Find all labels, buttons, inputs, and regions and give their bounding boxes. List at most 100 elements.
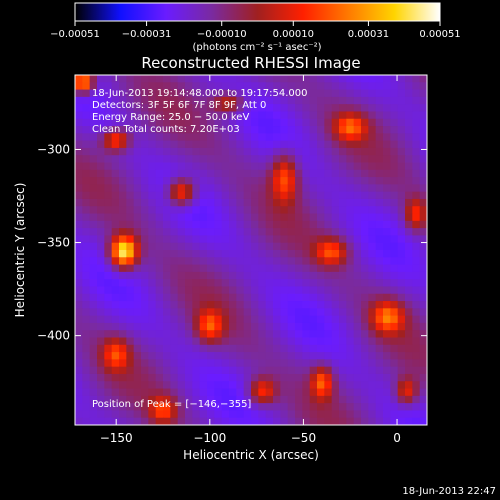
heatmap-cell xyxy=(177,162,186,171)
heatmap-cell xyxy=(419,213,427,222)
heatmap-cell xyxy=(185,271,193,280)
heatmap-cell xyxy=(207,271,215,280)
heatmap-cell xyxy=(346,381,355,390)
heatmap-cell xyxy=(397,213,406,222)
heatmap-cell xyxy=(287,322,296,331)
heatmap-cell xyxy=(419,206,427,215)
heatmap-cell xyxy=(133,373,142,382)
heatmap-cell xyxy=(148,279,157,288)
heatmap-cell xyxy=(141,126,149,134)
heatmap-cell xyxy=(280,89,289,98)
heatmap-cell xyxy=(368,191,377,200)
heatmap-cell xyxy=(155,220,164,229)
heatmap-cell xyxy=(353,250,362,258)
heatmap-cell xyxy=(155,242,164,251)
heatmap-cell xyxy=(317,293,325,302)
heatmap-cell xyxy=(265,286,274,295)
heatmap-cell xyxy=(295,403,303,412)
heatmap-cell xyxy=(111,257,120,266)
heatmap-cell xyxy=(177,118,186,127)
heatmap-cell xyxy=(126,111,135,120)
heatmap-cell xyxy=(104,250,113,258)
heatmap-cell xyxy=(368,271,377,280)
heatmap-cell xyxy=(361,140,369,149)
heatmap-cell xyxy=(287,140,296,149)
heatmap-cell xyxy=(133,198,142,207)
heatmap-cell xyxy=(89,395,98,404)
heatmap-cell xyxy=(317,82,325,91)
heatmap-cell xyxy=(141,228,149,237)
heatmap-cell xyxy=(199,366,208,375)
heatmap-cell xyxy=(383,198,391,207)
heatmap-cell xyxy=(185,162,193,171)
heatmap-cell xyxy=(199,133,208,142)
heatmap-cell xyxy=(331,177,340,185)
heatmap-cell xyxy=(126,220,135,229)
heatmap-cell xyxy=(177,344,186,353)
heatmap-cell xyxy=(317,330,325,339)
heatmap-cell xyxy=(148,111,157,120)
heatmap-cell xyxy=(397,344,406,353)
heatmap-cell xyxy=(361,373,369,382)
heatmap-cell xyxy=(346,417,355,425)
heatmap-cell xyxy=(199,381,208,390)
heatmap-cell xyxy=(331,403,340,412)
heatmap-cell xyxy=(214,322,223,331)
heatmap-cell xyxy=(155,301,164,309)
heatmap-cell xyxy=(104,395,113,404)
heatmap-cell xyxy=(229,111,237,120)
heatmap-cell xyxy=(243,279,252,288)
heatmap-cell xyxy=(265,308,274,317)
heatmap-cell xyxy=(412,82,421,91)
heatmap-cell xyxy=(405,213,413,222)
heatmap-cell xyxy=(170,184,179,193)
heatmap-cell xyxy=(148,301,157,309)
heatmap-cell xyxy=(177,191,186,200)
heatmap-cell xyxy=(207,162,215,171)
heatmap-cell xyxy=(229,337,237,346)
heatmap-cell xyxy=(390,111,399,120)
heatmap-cell xyxy=(170,352,179,360)
heatmap-cell xyxy=(97,359,105,368)
heatmap-cell xyxy=(221,155,230,164)
heatmap-cell xyxy=(295,104,303,113)
heatmap-cell xyxy=(412,140,421,149)
heatmap-cell xyxy=(199,322,208,331)
heatmap-cell xyxy=(199,279,208,288)
heatmap-cell xyxy=(324,352,333,360)
heatmap-cell xyxy=(309,104,318,113)
heatmap-cell xyxy=(214,155,223,164)
heatmap-cell xyxy=(214,352,223,360)
heatmap-cell xyxy=(353,359,362,368)
heatmap-cell xyxy=(163,213,171,222)
heatmap-cell xyxy=(243,118,252,127)
heatmap-cell xyxy=(207,169,215,178)
heatmap-cell xyxy=(273,220,281,229)
heatmap-cell xyxy=(111,366,120,375)
heatmap-cell xyxy=(405,308,413,317)
heatmap-cell xyxy=(126,410,135,419)
heatmap-cell xyxy=(287,264,296,273)
heatmap-cell xyxy=(192,337,201,346)
heatmap-cell xyxy=(302,82,311,91)
heatmap-cell xyxy=(405,89,413,98)
heatmap-cell xyxy=(82,293,91,302)
y-tick-label: −350 xyxy=(37,236,70,250)
heatmap-cell xyxy=(97,315,105,324)
heatmap-cell xyxy=(97,373,105,382)
heatmap-cell xyxy=(361,410,369,419)
heatmap-cell xyxy=(229,308,237,317)
heatmap-cell xyxy=(331,308,340,317)
heatmap-cell xyxy=(185,147,193,156)
heatmap-cell xyxy=(229,213,237,222)
heatmap-cell xyxy=(126,301,135,309)
heatmap-cell xyxy=(397,322,406,331)
heatmap-cell xyxy=(317,228,325,237)
heatmap-cell xyxy=(89,286,98,295)
plot-frame xyxy=(74,74,428,426)
heatmap-cell xyxy=(104,82,113,91)
heatmap-cell xyxy=(236,330,245,339)
heatmap-cell xyxy=(214,242,223,251)
heatmap-cell xyxy=(361,366,369,375)
heatmap-cell xyxy=(383,344,391,353)
